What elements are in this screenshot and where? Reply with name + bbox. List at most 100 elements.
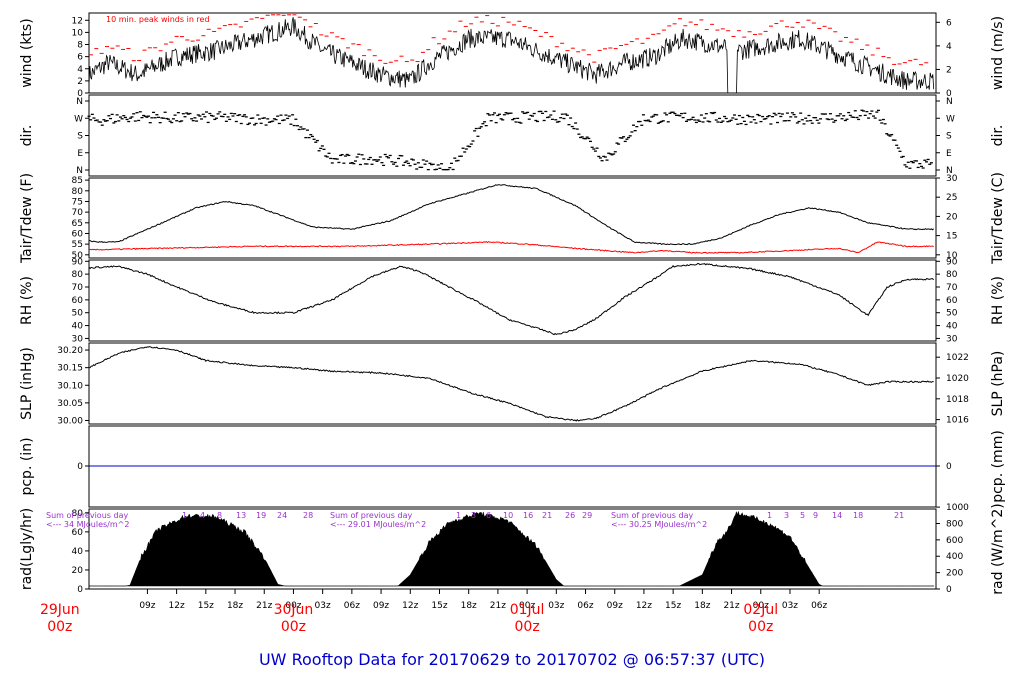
ytick-label-left: 60 (72, 528, 84, 538)
ytick-label-left: 40 (72, 547, 84, 557)
ytick-label-left: 60 (72, 229, 84, 239)
sun-hour-label: 21 (542, 511, 552, 520)
sun-hour-label: 9 (813, 511, 818, 520)
xtick-label: 12z (402, 601, 418, 611)
ylabel-right: Tair/Tdew (C) (990, 172, 1006, 265)
sun-hour-label: 1 (182, 511, 187, 520)
panel-frame (88, 177, 937, 259)
ylabel-right: RH (%) (990, 276, 1006, 325)
ytick-label-left: N (76, 166, 83, 176)
xtick-label: 18z (227, 601, 243, 611)
ytick-label-right: 4 (946, 42, 952, 52)
ytick-label-right: 2 (946, 65, 952, 75)
ytick-label-right: 30 (946, 174, 958, 184)
ytick-label-left: 30.00 (57, 416, 83, 426)
ytick-label-right: 20 (946, 212, 958, 222)
ylabel-left: SLP (inHg) (19, 347, 35, 420)
ytick-label-left: 8 (77, 41, 83, 51)
ytick-label-left: 80 (72, 509, 84, 519)
ylabel-right: dir. (990, 125, 1006, 147)
ytick-label-left: 10 (72, 28, 84, 38)
ytick-label-left: 65 (72, 219, 83, 229)
sun-hour-label: 19 (256, 511, 266, 520)
panel-5: pcp. (in) pcp. (mm) 0 0 (19, 425, 1006, 508)
ytick-label-right: 600 (946, 536, 963, 546)
sun-hour-label: 10 (503, 511, 513, 520)
sun-hour-label: 5 (800, 511, 805, 520)
ytick-label-right: N (946, 166, 953, 176)
xtick-label: 18z (694, 601, 710, 611)
chart-title: UW Rooftop Data for 20170629 to 20170702… (259, 650, 765, 669)
xtick-label: 00z (285, 601, 301, 611)
day-label-name: 01Jul (510, 602, 545, 618)
ytick-label-right: 0 (946, 89, 952, 99)
panel-6: rad(Lgly/hr) rad (W/m^2)02040608002004006… (19, 503, 1006, 595)
xtick-label: 15z (665, 601, 681, 611)
ytick-label-right: S (946, 132, 952, 142)
rad-sum-title: Sum of previous day (611, 511, 693, 520)
sun-hour-label: 4 (200, 511, 205, 520)
ytick-label-left: 90 (72, 257, 84, 267)
day-label-name: 29Jun (40, 602, 80, 618)
wind-annotation: 10 min. peak winds in red (106, 15, 210, 24)
xtick-label: 09z (139, 601, 155, 611)
ytick-label-left: 0 (77, 89, 83, 99)
ylabel-right: rad (W/m^2) (990, 503, 1006, 594)
panel-frame (88, 342, 937, 425)
ytick-label-left: N (76, 97, 83, 107)
ytick-label-right: 1016 (946, 416, 969, 426)
day-label-time: 00z (47, 619, 72, 635)
ylabel-left: RH (%) (19, 276, 35, 325)
ytick-label-right: E (946, 149, 952, 159)
ytick-label-right: N (946, 97, 953, 107)
xtick-label: 18z (461, 601, 477, 611)
ytick-label-right: 1020 (946, 374, 969, 384)
xtick-label: 00z (753, 601, 769, 611)
ytick-label-right: 0 (946, 585, 952, 595)
ytick-label-right: 1018 (946, 395, 969, 405)
rad-sum-value: <--- 29.01 MJoules/m^2 (330, 520, 426, 529)
xtick-label: 15z (431, 601, 447, 611)
ytick-label-left: 55 (72, 240, 83, 250)
ytick-label-left: S (77, 132, 83, 142)
ytick-label-left: W (74, 114, 83, 124)
ytick-label-right: 1022 (946, 353, 969, 363)
wind-line (88, 17, 935, 94)
sun-hour-label: 21 (894, 511, 904, 520)
ytick-label-left: 0 (77, 585, 83, 595)
ytick-label-right: 30 (946, 334, 958, 344)
ytick-label-right: 80 (946, 270, 958, 280)
ylabel-right: SLP (hPa) (990, 351, 1006, 417)
ytick-label-right: 25 (946, 193, 957, 203)
ytick-label-right: 70 (946, 283, 958, 293)
xtick-label: 21z (490, 601, 506, 611)
sun-hour-label: 8 (217, 511, 222, 520)
ytick-label-left: E (77, 149, 83, 159)
ytick-label-left: 6 (77, 53, 83, 63)
rad-sum-title: Sum of previous day (46, 511, 128, 520)
ytick-label-left: 40 (72, 322, 84, 332)
ytick-label-left: 80 (72, 187, 84, 197)
ytick-label-right: 40 (946, 322, 958, 332)
xtick-label: 21z (256, 601, 272, 611)
xtick-label: 21z (723, 601, 739, 611)
series-line-SLP (88, 346, 934, 422)
panel-3: RH (%) RH (%) 30 40 50 60 70 80 90 30 40 50 60 70 80 90 (19, 257, 1006, 344)
radiation-area (89, 510, 935, 587)
day-label-name: 30Jun (274, 602, 314, 618)
xtick-label: 00z (519, 601, 535, 611)
sun-hour-label: 14 (832, 511, 842, 520)
ytick-label-right: 200 (946, 569, 963, 579)
ytick-label-left: 70 (72, 283, 84, 293)
sun-hour-label: 1 (456, 511, 461, 520)
day-label-time: 00z (515, 619, 540, 635)
ylabel-right: wind (m/s) (990, 16, 1006, 90)
ytick-label-left: 70 (72, 208, 84, 218)
ytick-label-right: 800 (946, 519, 963, 529)
panel-frame (88, 508, 937, 590)
xtick-label: 09z (373, 601, 389, 611)
ytick-label-right: 400 (946, 552, 963, 562)
ytick-label-left: 50 (72, 309, 84, 319)
xtick-label: 06z (811, 601, 827, 611)
